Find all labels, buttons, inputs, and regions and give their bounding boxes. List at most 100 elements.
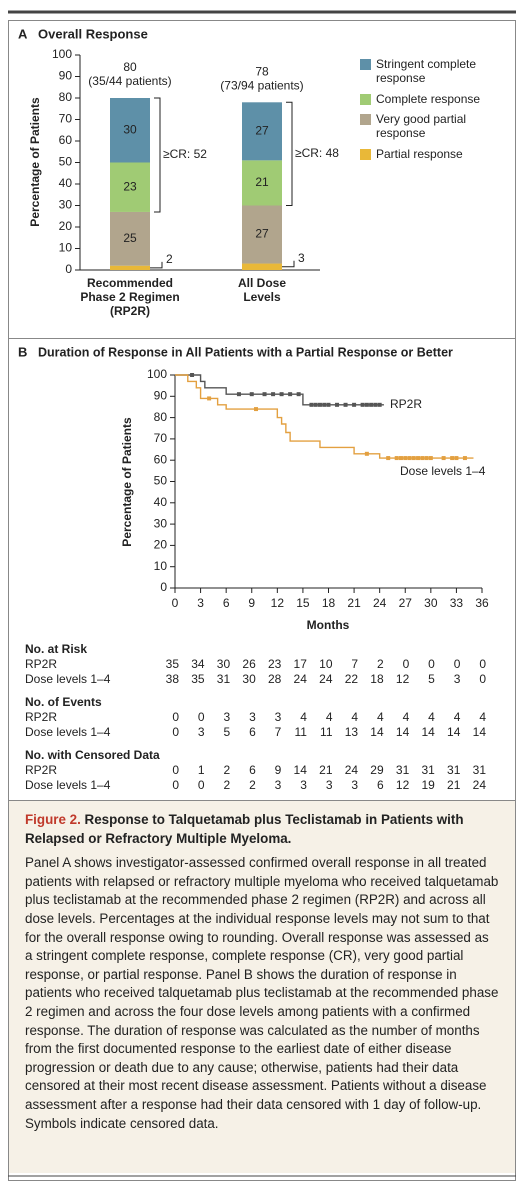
censor-mark xyxy=(416,456,421,461)
table-row-label: RP2R xyxy=(25,763,57,777)
y-tick-label: 100 xyxy=(147,367,167,381)
table-cell: 35 xyxy=(191,672,205,686)
table-cell: 26 xyxy=(242,657,256,671)
y-tick-label: 0 xyxy=(160,580,167,594)
table-cell: 2 xyxy=(223,763,230,777)
table-cell: 24 xyxy=(473,778,487,792)
legend-swatch xyxy=(360,94,371,105)
table-cell: 38 xyxy=(166,672,180,686)
bar-segment xyxy=(242,160,282,206)
legend-swatch xyxy=(360,114,371,125)
table-cell: 35 xyxy=(166,657,180,671)
table-cell: 0 xyxy=(403,657,410,671)
table-cell: 21 xyxy=(447,778,461,792)
censor-mark xyxy=(288,392,293,397)
table-cell: 0 xyxy=(172,725,179,739)
y-tick-label: 40 xyxy=(154,495,168,509)
total-label: 78 xyxy=(255,64,269,78)
x-tick-label: 3 xyxy=(197,596,204,610)
table-cell: 18 xyxy=(370,672,384,686)
caption-body: Panel A shows investigator-assessed conf… xyxy=(25,855,499,1131)
frame xyxy=(8,20,516,1181)
y-tick-label: 50 xyxy=(154,474,168,488)
legend-swatch xyxy=(360,59,371,70)
table-cell: 4 xyxy=(351,710,358,724)
bracket xyxy=(154,97,161,213)
censor-mark xyxy=(335,402,340,407)
censor-mark xyxy=(343,402,348,407)
legend-swatch xyxy=(360,149,371,160)
table-cell: 4 xyxy=(300,710,307,724)
bar-segment xyxy=(110,162,150,212)
x-tick-label: 36 xyxy=(475,596,489,610)
annotation: ≥CR: 52 xyxy=(163,147,207,161)
table-cell: 3 xyxy=(198,725,205,739)
x-tick-label: 30 xyxy=(424,596,438,610)
x-tick-label: Recommended Phase 2 Regimen (RP2R) xyxy=(80,276,180,318)
legend-label: Stringent complete response xyxy=(376,57,477,85)
censor-mark xyxy=(249,392,254,397)
censor-mark xyxy=(271,392,276,397)
y-axis-title: Percentage of Patients xyxy=(28,97,42,227)
value-label: 30 xyxy=(123,122,137,136)
censor-mark xyxy=(322,402,327,407)
table-cell: 6 xyxy=(249,763,256,777)
caption-label: Figure 2. xyxy=(25,812,81,827)
censor-mark xyxy=(462,456,467,461)
table-section-title: No. at Risk xyxy=(25,642,87,656)
y-tick-label: 60 xyxy=(154,452,168,466)
table-cell: 4 xyxy=(326,710,333,724)
censor-mark xyxy=(398,456,403,461)
x-tick-label: All Dose Levels xyxy=(237,276,286,304)
total-note: (35/44 patients) xyxy=(88,74,171,88)
table-cell: 30 xyxy=(242,672,256,686)
table-cell: 21 xyxy=(319,763,333,777)
leader-line xyxy=(282,260,295,268)
censor-mark xyxy=(364,451,369,456)
y-tick-label: 10 xyxy=(59,241,73,255)
table-cell: 0 xyxy=(172,778,179,792)
table-cell: 5 xyxy=(428,672,435,686)
censor-mark xyxy=(296,392,301,397)
value-label: 25 xyxy=(123,231,137,245)
y-tick-label: 80 xyxy=(154,410,168,424)
table-row-label: RP2R xyxy=(25,710,57,724)
table-cell: 31 xyxy=(473,763,487,777)
table-cell: 12 xyxy=(396,778,410,792)
y-tick-label: 90 xyxy=(59,69,73,83)
censor-mark xyxy=(207,396,212,401)
censor-mark xyxy=(317,402,322,407)
table-section-title: No. of Events xyxy=(25,695,102,709)
km-curve xyxy=(175,374,474,459)
table-cell: 31 xyxy=(396,763,410,777)
bar-segment xyxy=(242,205,282,264)
table-cell: 3 xyxy=(223,710,230,724)
annotation: ≥CR: 48 xyxy=(295,146,339,160)
table-cell: 3 xyxy=(351,778,358,792)
series-label: Dose levels 1–4 xyxy=(400,464,486,478)
table-cell: 10 xyxy=(319,657,333,671)
bracket xyxy=(286,101,293,206)
table-cell: 4 xyxy=(428,710,435,724)
bar-segment xyxy=(242,102,282,161)
censor-mark xyxy=(190,373,195,377)
bar-segment xyxy=(110,211,150,266)
km-curve xyxy=(175,374,384,406)
x-tick-label: 27 xyxy=(399,596,413,610)
table-cell: 2 xyxy=(249,778,256,792)
value-label: 2 xyxy=(166,252,173,266)
censor-mark xyxy=(313,402,318,407)
y-tick-label: 70 xyxy=(59,112,73,126)
y-tick-label: 90 xyxy=(154,388,168,402)
table-cell: 3 xyxy=(454,672,461,686)
table-cell: 0 xyxy=(172,710,179,724)
bar-segment xyxy=(110,265,150,270)
y-tick-label: 80 xyxy=(59,90,73,104)
panel-title: Overall Response xyxy=(38,26,148,41)
table-cell: 31 xyxy=(447,763,461,777)
table-cell: 11 xyxy=(294,725,307,739)
y-axis-title: Percentage of Patients xyxy=(120,417,134,547)
table-cell: 0 xyxy=(198,710,205,724)
table-cell: 24 xyxy=(319,672,333,686)
censor-mark xyxy=(386,456,391,461)
